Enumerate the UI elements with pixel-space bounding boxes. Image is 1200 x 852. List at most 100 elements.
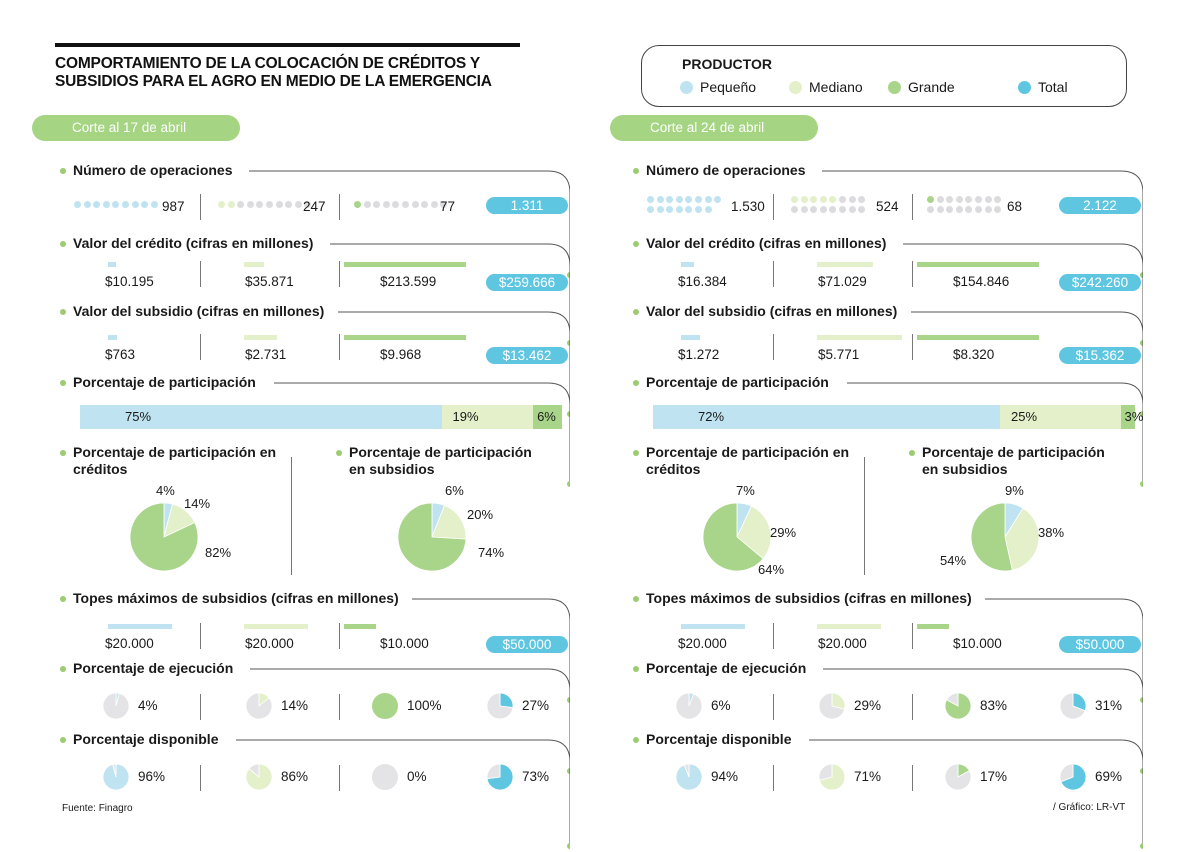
subsidio-value: $8.320 bbox=[953, 347, 995, 362]
panel-17-abril: Corte al 17 de abril Número de operacione… bbox=[0, 0, 570, 852]
column-separator bbox=[912, 694, 913, 720]
operation-dot bbox=[647, 206, 654, 213]
ejecucion-mini-pie-slice bbox=[486, 692, 514, 720]
section-label-disponible: Porcentaje disponible bbox=[632, 731, 792, 747]
section-label-operaciones: Número de operaciones bbox=[633, 162, 806, 178]
subsidio-bar bbox=[244, 335, 278, 340]
operation-dot bbox=[373, 201, 381, 208]
credit-share-label: 82% bbox=[205, 545, 232, 560]
ejecucion-mini-pie-slice bbox=[102, 692, 130, 720]
operation-dot bbox=[946, 196, 954, 203]
operation-dot bbox=[927, 196, 934, 203]
guide-dot bbox=[1140, 411, 1143, 417]
operations-value: 1.530 bbox=[731, 199, 765, 214]
operation-dot bbox=[656, 196, 664, 203]
ejecucion-mini-pie-slice bbox=[675, 692, 703, 720]
disponible-mini-pie-slice bbox=[818, 763, 833, 781]
ejecucion-mini-pie-slice bbox=[818, 692, 846, 720]
operation-dot bbox=[936, 196, 944, 203]
subsidio-total-pill: $15.362 bbox=[1059, 347, 1141, 364]
credito-value: $213.599 bbox=[380, 274, 437, 289]
operation-dot bbox=[227, 201, 235, 208]
operation-dot bbox=[430, 201, 438, 208]
subsidio-bar bbox=[681, 335, 700, 340]
participation-segment: 6% bbox=[533, 405, 562, 429]
section-label-part-subsidios: Porcentaje de participación en subsidios bbox=[336, 444, 549, 478]
subsidio-value: $9.968 bbox=[380, 347, 422, 362]
column-separator bbox=[200, 194, 201, 220]
ejecucion-value: 100% bbox=[407, 698, 442, 713]
legend-title: PRODUCTOR bbox=[682, 56, 772, 72]
topes-value: $20.000 bbox=[818, 636, 867, 651]
credit-share-label: 4% bbox=[156, 483, 175, 498]
guide-dot bbox=[1140, 697, 1143, 703]
operation-dot bbox=[266, 201, 273, 208]
section-label-credito: Valor del crédito (cifras en millones) bbox=[59, 235, 314, 251]
credito-value: $71.029 bbox=[818, 274, 867, 289]
operation-dot bbox=[858, 206, 866, 213]
operation-dot bbox=[285, 201, 293, 208]
section-label-topes: Topes máximos de subsidios (cifras en mi… bbox=[60, 590, 399, 606]
operation-dot bbox=[74, 201, 81, 208]
ejecucion-mini-pie-slice bbox=[946, 692, 959, 707]
credito-value: $16.384 bbox=[678, 274, 727, 289]
section-label-subsidio: Valor del subsidio (cifras en millones) bbox=[632, 303, 898, 319]
legend-swatch bbox=[888, 80, 901, 94]
subsidy-share-pie-slice bbox=[970, 502, 1013, 572]
subsidy-share-label: 20% bbox=[467, 507, 494, 522]
credit-share-label: 7% bbox=[736, 483, 755, 498]
legend-swatch bbox=[789, 80, 802, 94]
ejecucion-mini-pie-slice bbox=[245, 692, 273, 720]
subsidy-share-label: 74% bbox=[478, 545, 505, 560]
operation-dot bbox=[256, 201, 264, 208]
operation-dot bbox=[975, 196, 982, 203]
subsidio-bar bbox=[344, 335, 466, 340]
column-separator bbox=[912, 261, 913, 287]
guide-dot bbox=[567, 481, 570, 487]
operation-dot bbox=[819, 196, 827, 203]
operation-dot bbox=[704, 196, 712, 203]
credito-value: $35.871 bbox=[245, 274, 294, 289]
participation-label: 75% bbox=[125, 409, 152, 424]
participation-label: 6% bbox=[537, 409, 556, 424]
column-separator bbox=[912, 194, 913, 220]
topes-value: $10.000 bbox=[953, 636, 1002, 651]
section-label-part-subsidios: Porcentaje de participación en subsidios bbox=[909, 444, 1122, 478]
legend-label: Grande bbox=[908, 79, 955, 95]
column-separator bbox=[912, 765, 913, 791]
section-label-participacion: Porcentaje de participación bbox=[60, 374, 256, 390]
disponible-value: 71% bbox=[854, 769, 882, 784]
operation-dot bbox=[791, 206, 798, 213]
operation-dot bbox=[800, 206, 808, 213]
title-rule bbox=[55, 43, 520, 47]
participation-label: 19% bbox=[452, 409, 479, 424]
subsidio-bar bbox=[917, 335, 1039, 340]
participation-label: 25% bbox=[1011, 409, 1038, 424]
section-label-ejecucion: Porcentaje de ejecución bbox=[632, 660, 807, 676]
ejecucion-value: 31% bbox=[1095, 698, 1123, 713]
column-separator bbox=[912, 623, 913, 649]
pie-divider bbox=[864, 457, 865, 575]
column-separator bbox=[773, 194, 774, 220]
operation-dot bbox=[666, 196, 674, 203]
participation-segment: 75% bbox=[80, 405, 442, 429]
guide-dot bbox=[1140, 481, 1143, 487]
participation-segment: 25% bbox=[1000, 405, 1121, 429]
topes-value: $10.000 bbox=[380, 636, 429, 651]
operation-dot bbox=[927, 206, 934, 213]
guide-dot bbox=[1140, 272, 1143, 278]
operation-dot bbox=[936, 206, 944, 213]
disponible-value: 94% bbox=[711, 769, 739, 784]
source-note: Fuente: Finagro bbox=[62, 803, 133, 814]
credito-total-pill: $242.260 bbox=[1059, 274, 1141, 291]
pie-layer bbox=[675, 502, 1087, 791]
operation-dot bbox=[246, 201, 254, 208]
operation-dot bbox=[656, 206, 664, 213]
credit-share-pie-slice bbox=[702, 502, 764, 572]
subsidy-share-label: 6% bbox=[445, 483, 464, 498]
column-separator bbox=[339, 334, 340, 360]
credito-bar bbox=[817, 262, 873, 267]
disponible-mini-pie bbox=[372, 764, 398, 790]
section-label-credito: Valor del crédito (cifras en millones) bbox=[632, 235, 887, 251]
operation-dot bbox=[392, 201, 400, 208]
